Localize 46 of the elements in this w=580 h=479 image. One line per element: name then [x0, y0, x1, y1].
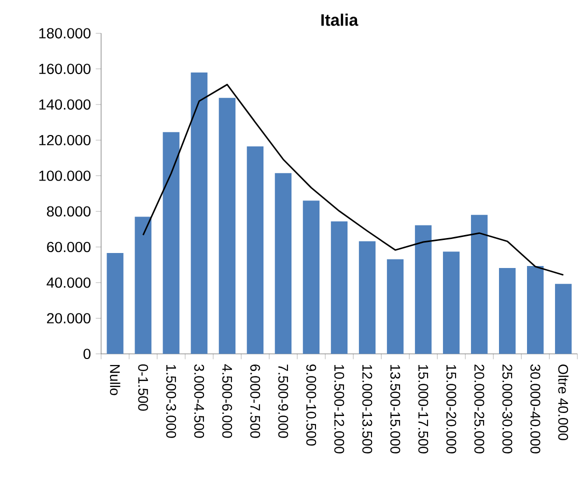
bar: [190, 72, 208, 354]
y-tick-label: 20.000: [47, 313, 90, 324]
bar: [302, 200, 320, 354]
y-tick-label: 60.000: [47, 242, 90, 252]
bar: [527, 266, 544, 354]
x-tick-label: 4.500-6.000: [222, 364, 232, 438]
bar: [134, 216, 152, 354]
x-tick-label: 1.500-3.000: [166, 364, 176, 438]
x-tick-label: 0-1.500: [138, 364, 148, 411]
y-tick-label: 120.000: [39, 135, 90, 146]
bar: [470, 214, 488, 354]
bar: [386, 259, 404, 354]
y-tick-label: 160.000: [39, 64, 90, 74]
bar: [442, 252, 460, 354]
line-series: [142, 84, 564, 276]
bar: [106, 253, 124, 354]
x-tick-label: 12.000-13.500: [362, 364, 372, 454]
bar: [246, 146, 264, 354]
x-tick-label: 3.000-4.500: [194, 364, 204, 438]
y-tick-label: 180.000: [39, 28, 90, 38]
x-tick-label: Nullo: [110, 365, 120, 396]
x-tick-label: 9.000-10.500: [306, 364, 316, 446]
x-tick-label: 13.500-15.000: [390, 364, 400, 454]
x-tick-label: Oltre 40.000: [558, 364, 568, 440]
y-tick-label: 40.000: [46, 278, 90, 288]
bar: [358, 241, 376, 354]
bar: [414, 225, 432, 354]
x-tick-label: 6.000-7.500: [250, 364, 260, 438]
x-tick-label: 15.000-20.000: [446, 364, 456, 454]
bar: [162, 132, 180, 354]
bar: [274, 173, 292, 354]
bar: [555, 284, 572, 354]
y-tick-label: 100.000: [39, 170, 90, 181]
x-tick-label: 15.000-17.500: [418, 364, 428, 454]
bar: [330, 221, 348, 354]
x-tick-label: 25.000-30.000: [502, 364, 512, 454]
y-tick-label: 80.000: [46, 206, 90, 217]
x-tick-label: 30.000-40.000: [530, 364, 540, 454]
x-tick-label: 7.500-9.000: [278, 364, 288, 438]
x-tick-label: 10.500-12.000: [334, 364, 344, 454]
y-tick-label: 0: [84, 348, 90, 360]
bar: [218, 98, 236, 354]
chart-title: Italia: [321, 14, 358, 26]
y-tick-label: 140.000: [39, 99, 90, 110]
x-tick-label: 20.000-25.000: [474, 364, 484, 454]
bar: [498, 268, 516, 354]
